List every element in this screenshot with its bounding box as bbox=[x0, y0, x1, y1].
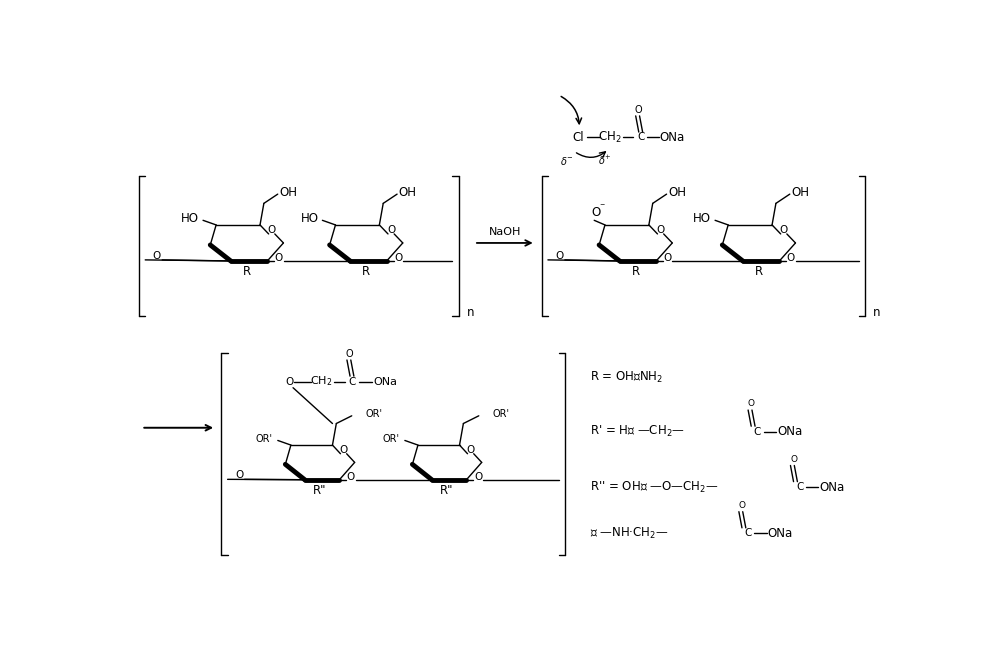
Text: OR': OR' bbox=[493, 408, 510, 419]
Text: O: O bbox=[153, 251, 161, 261]
Text: O: O bbox=[345, 349, 353, 359]
Text: R' = H或 —CH$_2$—: R' = H或 —CH$_2$— bbox=[590, 424, 684, 439]
Text: C: C bbox=[349, 377, 356, 386]
Text: O: O bbox=[634, 104, 642, 115]
Text: 或 —NH·CH$_2$—: 或 —NH·CH$_2$— bbox=[590, 526, 668, 541]
Text: OH: OH bbox=[399, 186, 417, 199]
Text: n: n bbox=[466, 306, 474, 319]
Text: ONa: ONa bbox=[768, 527, 793, 540]
Text: R": R" bbox=[313, 484, 327, 497]
Text: OH: OH bbox=[280, 186, 298, 199]
Text: n: n bbox=[873, 306, 880, 319]
Text: C: C bbox=[744, 528, 752, 538]
Text: HO: HO bbox=[301, 212, 319, 225]
Text: ONa: ONa bbox=[659, 131, 685, 144]
Text: OH: OH bbox=[668, 186, 686, 199]
Text: HO: HO bbox=[181, 212, 199, 225]
Text: ONa: ONa bbox=[777, 425, 802, 438]
Text: C: C bbox=[754, 426, 761, 437]
Text: CH$_2$: CH$_2$ bbox=[598, 130, 622, 145]
Text: NaOH: NaOH bbox=[489, 227, 521, 237]
Text: R: R bbox=[632, 265, 640, 278]
Text: R: R bbox=[243, 265, 251, 278]
Text: R": R" bbox=[440, 484, 454, 497]
Text: O: O bbox=[235, 470, 243, 481]
Text: O: O bbox=[268, 225, 276, 235]
Text: O: O bbox=[664, 253, 672, 263]
Text: C: C bbox=[796, 482, 803, 492]
Text: O: O bbox=[474, 471, 482, 482]
Text: OH: OH bbox=[792, 186, 810, 199]
Text: O: O bbox=[555, 251, 564, 261]
Text: O: O bbox=[387, 225, 395, 235]
Text: ONa: ONa bbox=[819, 481, 845, 493]
Text: OR': OR' bbox=[382, 434, 399, 444]
Text: R = OH或NH$_2$: R = OH或NH$_2$ bbox=[590, 370, 663, 385]
Text: O: O bbox=[339, 445, 348, 455]
Text: O: O bbox=[394, 253, 402, 263]
Text: O: O bbox=[787, 253, 795, 263]
Text: O: O bbox=[748, 399, 755, 408]
Text: O: O bbox=[347, 471, 355, 482]
Text: Cl: Cl bbox=[572, 131, 584, 144]
Text: O: O bbox=[656, 225, 665, 235]
Text: C: C bbox=[637, 132, 645, 143]
Text: $\delta^{-}$: $\delta^{-}$ bbox=[560, 155, 573, 166]
Text: $^{-}$: $^{-}$ bbox=[599, 201, 605, 210]
Text: CH$_2$: CH$_2$ bbox=[310, 375, 333, 388]
Text: ONa: ONa bbox=[373, 377, 397, 386]
Text: O: O bbox=[466, 445, 475, 455]
Text: R'' = OH或 —O—CH$_2$—: R'' = OH或 —O—CH$_2$— bbox=[590, 479, 718, 495]
Text: HO: HO bbox=[693, 212, 711, 225]
Text: R: R bbox=[362, 265, 370, 278]
Text: O: O bbox=[790, 455, 797, 464]
Text: O: O bbox=[285, 377, 293, 386]
Text: OR': OR' bbox=[255, 434, 272, 444]
Text: O: O bbox=[738, 501, 745, 510]
Text: O: O bbox=[591, 206, 600, 219]
Text: R: R bbox=[755, 265, 763, 278]
Text: O: O bbox=[275, 253, 283, 263]
Text: OR': OR' bbox=[366, 408, 383, 419]
Text: O: O bbox=[780, 225, 788, 235]
Text: $\delta^{+}$: $\delta^{+}$ bbox=[598, 154, 612, 167]
